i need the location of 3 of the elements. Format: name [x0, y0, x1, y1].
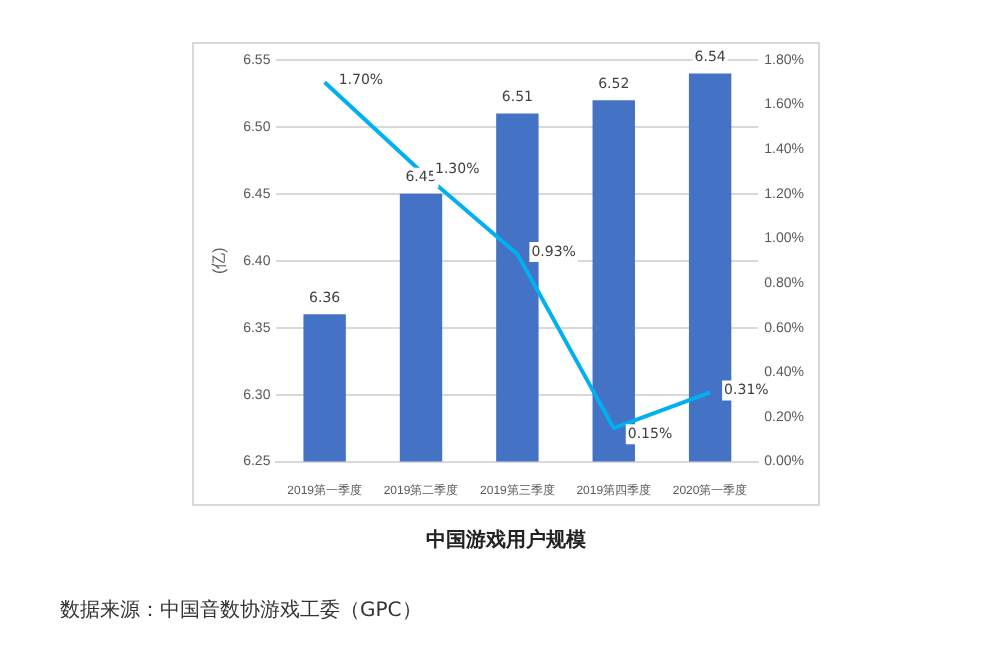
- y-axis-title: (亿): [210, 246, 229, 275]
- text: 中国游戏用户规模: [424, 526, 588, 554]
- source-note: 数据来源：中国音数协游戏工委（GPC）: [60, 597, 422, 624]
